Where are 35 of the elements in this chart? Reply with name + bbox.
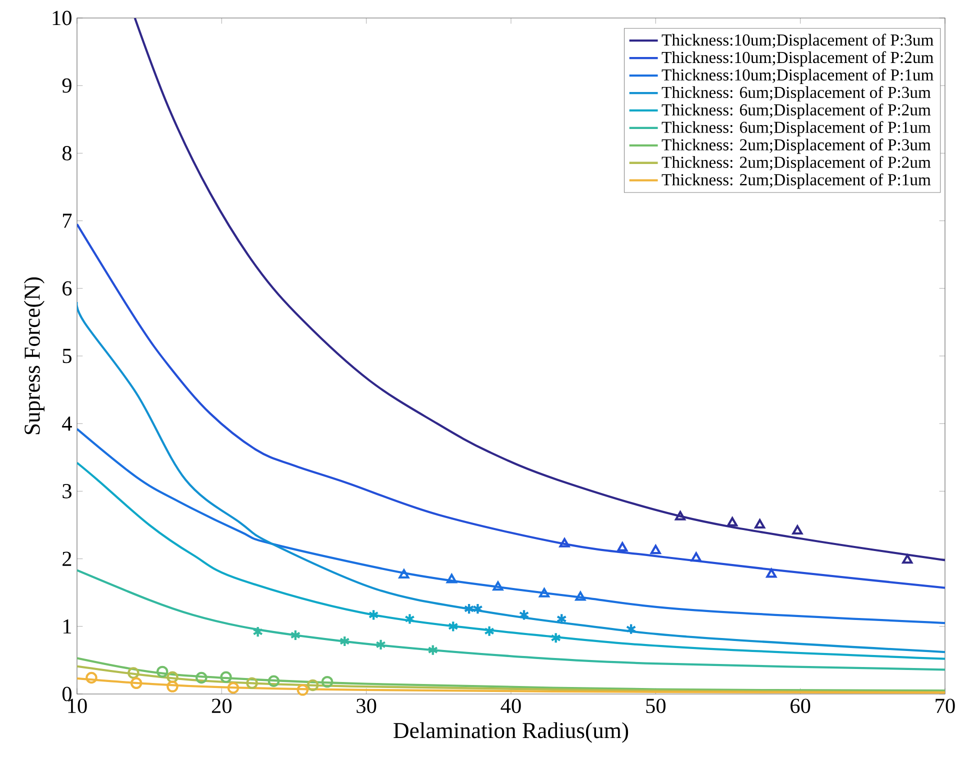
y-tick-label: 1 <box>64 619 72 634</box>
line-series <box>77 223 945 589</box>
y-tick-label: 9 <box>62 78 72 93</box>
line-series <box>77 569 945 671</box>
y-tick-label: 8 <box>62 146 72 160</box>
y-tick-label: 6 <box>62 281 72 296</box>
y-tick-label: 5 <box>62 348 72 364</box>
x-tick-label: 40 <box>500 698 521 714</box>
legend-label: Thickness: 2um;Displacement of P:2um <box>662 156 931 172</box>
y-tick-label: 2 <box>62 552 72 566</box>
line-series <box>77 300 945 654</box>
y-tick-label: 4 <box>62 416 72 431</box>
line-series <box>77 462 945 660</box>
legend-label: Thickness: 6um;Displacement of P:3um <box>662 86 931 102</box>
x-axis-title: Delamination Radius(um) <box>394 722 628 743</box>
y-tick-label: 10 <box>52 10 72 26</box>
y-axis-title: Supress Force(N) <box>24 277 44 434</box>
line-series <box>77 428 945 624</box>
legend-label: Thickness:10um;Displacement of P:2um <box>662 51 934 66</box>
legend-label: Thickness: 6um;Displacement of P:1um <box>662 121 931 136</box>
line-series <box>77 657 945 692</box>
legend-label: Thickness: 2um;Displacement of P:3um <box>662 138 931 154</box>
y-tick-label: 7 <box>63 214 72 228</box>
x-tick-label: 20 <box>212 698 232 714</box>
x-tick-label: 60 <box>790 698 810 714</box>
line-series <box>77 665 945 694</box>
y-tick-label: 3 <box>62 484 72 498</box>
x-tick-label: 70 <box>936 698 955 714</box>
legend-label: Thickness:10um;Displacement of P:3um <box>662 34 934 50</box>
legend-label: Thickness: 2um;Displacement of P:1um <box>662 173 931 189</box>
line-series <box>134 18 945 562</box>
legend-label: Thickness: 6um;Displacement of P:2um <box>662 104 931 119</box>
x-tick-label: 50 <box>646 698 666 714</box>
x-tick-label: 30 <box>356 698 376 714</box>
legend-label: Thickness:10um;Displacement of P:1um <box>662 68 934 84</box>
